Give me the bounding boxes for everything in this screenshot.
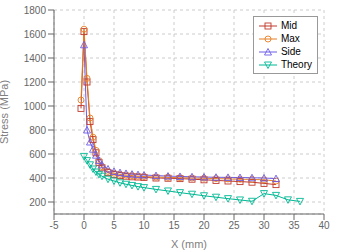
svg-text:Stress (MPa): Stress (MPa) [0, 80, 10, 144]
svg-text:25: 25 [228, 220, 240, 231]
svg-text:1400: 1400 [24, 53, 47, 64]
svg-text:20: 20 [198, 220, 210, 231]
svg-text:400: 400 [29, 173, 46, 184]
html-text:Theory: Theory [280, 59, 312, 70]
svg-text:1200: 1200 [24, 77, 47, 88]
svg-text:10: 10 [138, 220, 150, 231]
svg-text:15: 15 [168, 220, 180, 231]
svg-text:40: 40 [318, 220, 330, 231]
svg-text:X (mm): X (mm) [171, 238, 207, 250]
svg-text:-5: -5 [50, 220, 59, 231]
html-text:Mid: Mid [280, 20, 297, 31]
svg-text:200: 200 [29, 197, 46, 208]
svg-text:30: 30 [258, 220, 270, 231]
svg-text:1000: 1000 [24, 101, 47, 112]
svg-text:600: 600 [29, 149, 46, 160]
html-text:Side: Side [280, 46, 301, 57]
svg-text:1600: 1600 [24, 29, 47, 40]
svg-text:1800: 1800 [24, 5, 47, 16]
svg-text:0: 0 [81, 220, 87, 231]
svg-text:35: 35 [288, 220, 300, 231]
svg-text:800: 800 [29, 125, 46, 136]
svg-text:5: 5 [111, 220, 117, 231]
html-text:Max: Max [280, 33, 300, 44]
